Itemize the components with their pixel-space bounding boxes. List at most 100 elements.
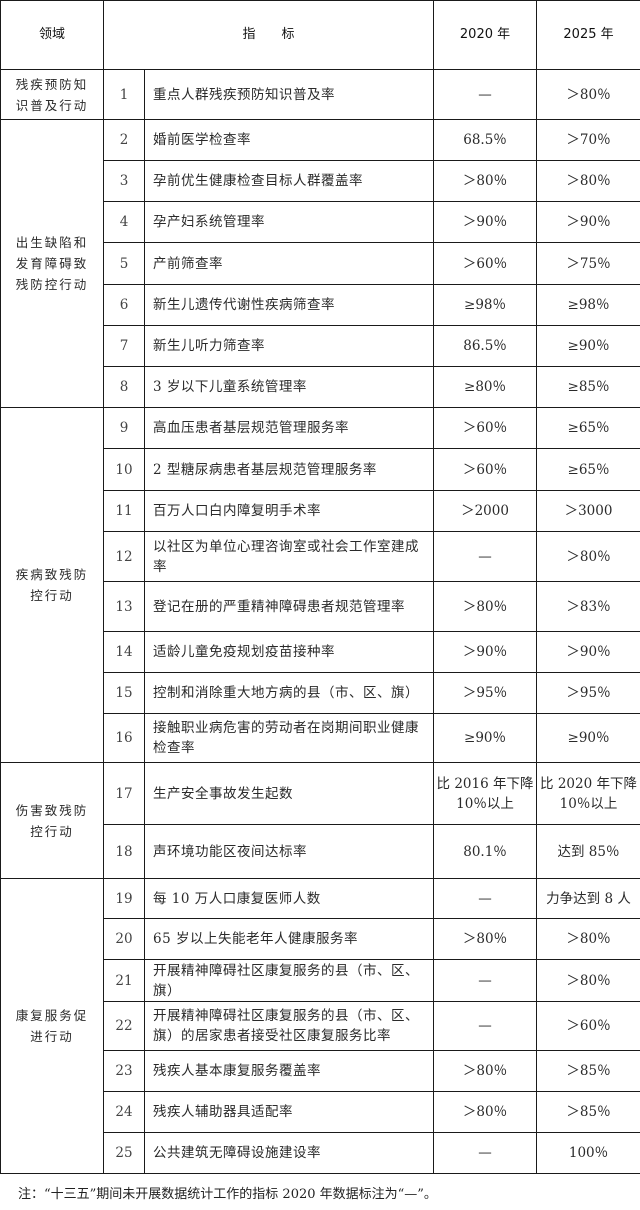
value-2025: ＞85％ — [536, 1050, 640, 1092]
indicator-name: 生产安全事故发生起数 — [143, 762, 435, 825]
row-number: 19 — [103, 878, 145, 919]
indicator-name: 控制和消除重大地方病的县（市、区、旗） — [143, 672, 435, 714]
value-2020: — — [433, 531, 538, 582]
value-2020: ＞90％ — [433, 631, 538, 673]
value-2025: 力争达到 8 人 — [536, 878, 640, 919]
value-2025: ＞85％ — [536, 1091, 640, 1133]
table-row: 22 开展精神障碍社区康复服务的县（市、区、旗）的居家患者接受社区康复服务比率 — ＞… — [1, 1001, 640, 1051]
row-number: 16 — [103, 713, 145, 763]
value-2020: ＞60％ — [433, 407, 538, 449]
value-2020: — — [433, 878, 538, 919]
row-number: 12 — [103, 531, 145, 582]
row-number: 14 — [103, 631, 145, 673]
row-number: 2 — [103, 119, 145, 161]
value-2025: ＞80％ — [536, 918, 640, 960]
value-2020: ＞80％ — [433, 1091, 538, 1133]
value-2025: ≥98％ — [536, 284, 640, 326]
indicator-name: 残疾人基本康复服务覆盖率 — [143, 1050, 435, 1092]
value-2025: ＞80％ — [536, 69, 640, 120]
domain-cell: 康复服务促进行动 — [0, 878, 104, 1174]
indicator-name: 开展精神障碍社区康复服务的县（市、区、旗）的居家患者接受社区康复服务比率 — [143, 1001, 435, 1051]
value-2020: 68.5％ — [433, 119, 538, 161]
indicator-name: 开展精神障碍社区康复服务的县（市、区、旗） — [143, 959, 435, 1002]
value-2020: 80.1％ — [433, 824, 538, 879]
value-2020: ≥80％ — [433, 366, 538, 408]
indicator-name: 每 10 万人口康复医师人数 — [143, 878, 435, 919]
value-2025: ＞70％ — [536, 119, 640, 161]
table-row: 23 残疾人基本康复服务覆盖率 ＞80％ ＞85％ — [1, 1050, 640, 1092]
value-2025: ≥90％ — [536, 325, 640, 367]
row-number: 11 — [103, 490, 145, 532]
table-row: 18 声环境功能区夜间达标率 80.1％ 达到 85％ — [1, 824, 640, 879]
row-number: 22 — [103, 1001, 145, 1051]
row-number: 15 — [103, 672, 145, 714]
value-2025: ＞3000 — [536, 490, 640, 532]
indicator-name: 以社区为单位心理咨询室或社会工作室建成率 — [143, 531, 435, 582]
table-row: 24 残疾人辅助器具适配率 ＞80％ ＞85％ — [1, 1091, 640, 1133]
header-domain: 领域 — [0, 0, 104, 70]
footnote: 注：“十三五”期间未开展数据统计工作的指标 2020 年数据标注为“—”。 — [18, 1187, 437, 1202]
indicator-table: 领域 指 标 2020 年 2025 年 残疾预防知识普及行动 1 重点人群残疾预防… — [0, 0, 640, 1174]
row-number: 3 — [103, 160, 145, 202]
value-2025: ≥65％ — [536, 407, 640, 449]
row-number: 9 — [103, 407, 145, 449]
table-row: 13 登记在册的严重精神障碍患者规范管理率 ＞80％ ＞83％ — [1, 581, 640, 632]
value-2025: 100％ — [536, 1132, 640, 1174]
table-row: 残疾预防知识普及行动 1 重点人群残疾预防知识普及率 — ＞80％ — [0, 69, 640, 120]
row-number: 20 — [103, 918, 145, 960]
indicator-name: 登记在册的严重精神障碍患者规范管理率 — [143, 581, 435, 632]
table-row: 25 公共建筑无障碍设施建设率 —100％ — [1, 1132, 640, 1174]
row-number: 24 — [103, 1091, 145, 1133]
table-row: 6 新生儿遗传代谢性疾病筛查率 ≥98％ ≥98％ — [1, 284, 640, 326]
value-2025: ＞83％ — [536, 581, 640, 632]
indicator-name: 适龄儿童免疫规划疫苗接种率 — [143, 631, 435, 673]
row-number: 7 — [103, 325, 145, 367]
indicator-name: 孕前优生健康检查目标人群覆盖率 — [143, 160, 435, 202]
value-2025: ＞80％ — [536, 531, 640, 582]
table-row: 11 百万人口白内障复明手术率 ＞2000 ＞3000 — [1, 490, 640, 532]
value-2020: — — [433, 1132, 538, 1174]
indicator-name: 百万人口白内障复明手术率 — [143, 490, 435, 532]
row-number: 17 — [103, 762, 145, 825]
value-2025: 达到 85％ — [536, 824, 640, 879]
value-2020: ≥98％ — [433, 284, 538, 326]
table-row: 伤害致残防控行动 17 生产安全事故发生起数比 2016 年下降 10％以上比 20… — [0, 762, 640, 879]
value-2020: ＞80％ — [433, 918, 538, 960]
indicator-name: 2 型糖尿病患者基层规范管理服务率 — [143, 448, 435, 491]
row-number: 1 — [103, 69, 145, 120]
table-row: 疾病致残防控行动 9 高血压患者基层规范管理服务率 ＞60％ ≥65％ — [0, 407, 640, 763]
value-2020: ＞2000 — [433, 490, 538, 532]
table-row: 出生缺陷和发育障碍致残防控行动 2 婚前医学检查率 68.5％ ＞70％ — [0, 119, 640, 408]
header-2025: 2025 年 — [536, 0, 640, 70]
value-2020: — — [433, 69, 538, 120]
indicator-name: 孕产妇系统管理率 — [143, 201, 435, 243]
header-row: 领域 指 标 2020 年 2025 年 — [0, 0, 640, 70]
row-number: 10 — [103, 448, 145, 491]
value-2020: ＞60％ — [433, 448, 538, 491]
value-2020: — — [433, 959, 538, 1002]
value-2025: ≥85％ — [536, 366, 640, 408]
value-2020: ＞80％ — [433, 1050, 538, 1092]
table-row: 20 65 岁以上失能老年人健康服务率 ＞80％ ＞80％ — [1, 918, 640, 960]
domain-cell: 出生缺陷和发育障碍致残防控行动 — [0, 119, 104, 408]
header-2020: 2020 年 — [433, 0, 538, 70]
value-2025: ＞90％ — [536, 201, 640, 243]
indicator-name: 新生儿听力筛查率 — [143, 325, 435, 367]
value-2025: ＞60％ — [536, 1001, 640, 1051]
value-2020: ＞80％ — [433, 581, 538, 632]
indicator-name: 重点人群残疾预防知识普及率 — [143, 69, 435, 120]
row-number: 21 — [103, 959, 145, 1002]
row-number: 25 — [103, 1132, 145, 1174]
header-indicator: 指 标 — [102, 0, 435, 70]
row-number: 13 — [103, 581, 145, 632]
value-2025: ＞95％ — [536, 672, 640, 714]
indicator-name: 产前筛查率 — [143, 242, 435, 285]
table-row: 康复服务促进行动 19 每 10 万人口康复医师人数 — 力争达到 8 人 — [0, 878, 640, 1174]
indicator-name: 声环境功能区夜间达标率 — [143, 824, 435, 879]
table-row: 15 控制和消除重大地方病的县（市、区、旗） ＞95％ ＞95％ — [1, 672, 640, 714]
indicator-name: 新生儿遗传代谢性疾病筛查率 — [143, 284, 435, 326]
value-2020: 比 2016 年下降 10％以上 — [433, 762, 538, 825]
table-row: 10 2 型糖尿病患者基层规范管理服务率 ＞60％ ≥65％ — [1, 448, 640, 491]
value-2020: ＞90％ — [433, 201, 538, 243]
